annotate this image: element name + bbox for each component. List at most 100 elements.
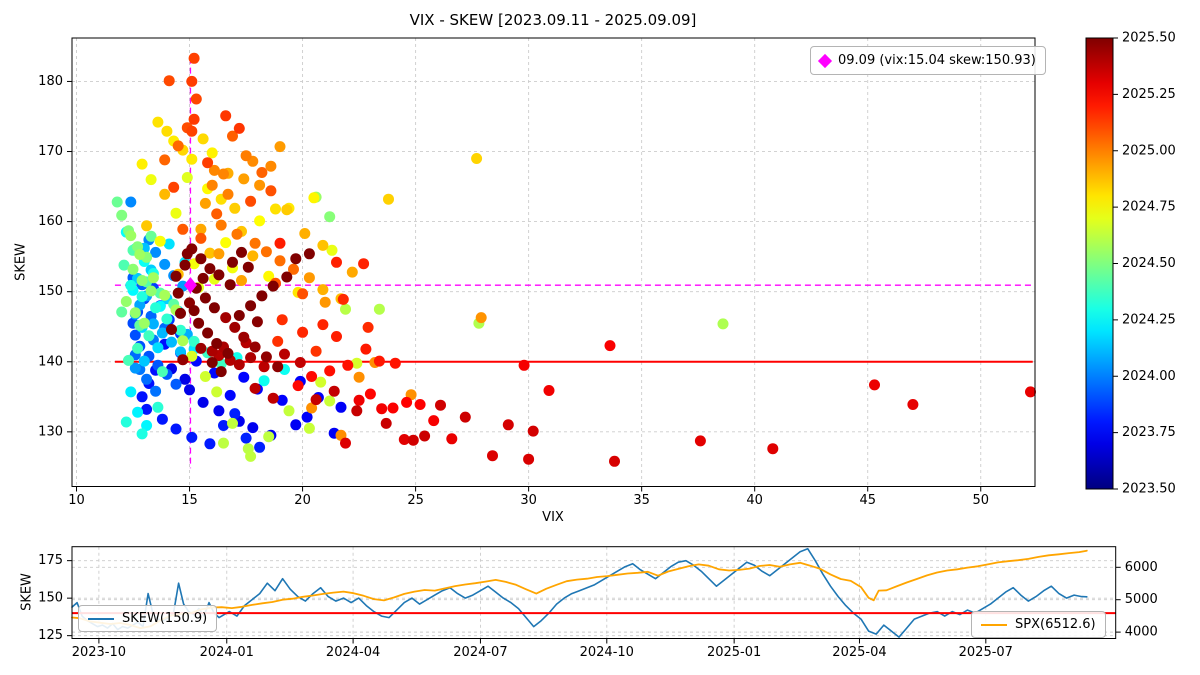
scatter-point	[116, 306, 128, 318]
scatter-point	[141, 373, 153, 385]
scatter-point	[346, 266, 358, 278]
scatter-point	[222, 347, 234, 359]
scatter-point	[254, 179, 266, 191]
scatter-point	[231, 228, 243, 240]
scatter-point	[181, 172, 193, 183]
scatter-point	[236, 275, 247, 286]
scatter-point	[245, 195, 257, 207]
scatter-point	[317, 284, 329, 296]
scatter-point	[136, 291, 148, 303]
scatter-point	[129, 329, 141, 341]
scatter-point	[152, 342, 164, 354]
scatter-point	[136, 275, 148, 286]
skew-line	[71, 547, 1088, 638]
scatter-point	[328, 385, 340, 397]
scatter-point	[188, 52, 200, 64]
scatter-point	[186, 75, 198, 87]
scatter-point	[129, 362, 141, 374]
scatter-point	[242, 261, 254, 273]
scatter-point	[141, 420, 153, 431]
scatter-point	[306, 371, 318, 382]
scatter-point	[303, 248, 315, 260]
scatter-point	[181, 248, 193, 260]
scatter-point	[389, 357, 401, 369]
scatter-point	[353, 394, 365, 406]
scatter-point	[294, 357, 306, 368]
scatter-point	[152, 401, 164, 413]
scatter-point	[281, 271, 293, 283]
scatter-point	[202, 327, 214, 339]
scatter-point	[123, 354, 134, 366]
scatter-point	[258, 375, 270, 387]
scatter-point	[383, 193, 394, 205]
scatter-point	[143, 330, 155, 342]
x-tick-label: 40	[746, 493, 763, 508]
scatter-point	[195, 223, 207, 235]
colorbar-tick-label: 2023.75	[1122, 425, 1176, 440]
scatter-point	[236, 246, 247, 258]
scatter-point	[281, 204, 293, 216]
scatter-point	[233, 310, 245, 321]
scatter-point	[150, 385, 162, 397]
scatter-point	[251, 316, 263, 328]
scatter-point	[249, 237, 261, 249]
scatter-point	[138, 355, 150, 367]
scatter-point	[398, 434, 410, 445]
scatter-point	[136, 158, 148, 170]
scatter-point	[186, 431, 198, 443]
scatter-point	[249, 382, 261, 394]
scatter-point	[224, 279, 236, 291]
scatter-point	[215, 219, 227, 231]
scatter-point	[227, 130, 238, 142]
scatter-point	[428, 415, 440, 427]
scatter-point	[767, 443, 779, 455]
x-tick-label: 45	[859, 493, 876, 508]
scatter-point	[324, 211, 336, 223]
scatter-point	[299, 228, 311, 239]
scatter-point	[342, 359, 354, 371]
colorbar-tick-label: 2024.00	[1122, 369, 1176, 384]
scatter-point	[254, 215, 266, 227]
scatter-point	[150, 246, 162, 258]
scatter-point	[197, 133, 209, 145]
scatter-point	[260, 351, 272, 363]
bottom-x-tick-label: 2023-10	[72, 645, 126, 660]
y-tick-label: 160	[38, 214, 63, 229]
bottom-x-tick-label: 2024-04	[326, 645, 380, 660]
scatter-point	[145, 230, 157, 242]
scatter-point	[353, 371, 365, 383]
scatter-point	[523, 453, 535, 465]
bottom-y-tick-label: 150	[38, 591, 63, 606]
scatter-point	[204, 263, 216, 275]
scatter-point	[177, 354, 189, 366]
scatter-point	[247, 250, 259, 262]
y-tick-label: 130	[38, 424, 63, 439]
scatter-point	[175, 324, 186, 336]
chart-title: VIX - SKEW [2023.09.11 - 2025.09.09]	[409, 11, 697, 29]
bottom-plot-border	[71, 546, 1117, 640]
scatter-point	[118, 259, 130, 271]
scatter-point	[127, 263, 139, 275]
scatter-point	[297, 326, 309, 338]
scatter-point	[419, 430, 431, 442]
bottom-x-tick-label: 2025-04	[832, 645, 886, 660]
scatter-point	[240, 432, 252, 444]
scatter-point	[218, 168, 229, 180]
scatter-point	[177, 335, 189, 347]
scatter-point	[315, 376, 327, 388]
scatter-point	[186, 350, 198, 362]
colorbar-tick-label: 2024.50	[1122, 256, 1176, 271]
scatter-point	[256, 167, 268, 178]
scatter-point	[340, 437, 351, 449]
scatter-point	[249, 341, 261, 353]
scatter-point	[154, 235, 166, 247]
scatter-point	[145, 285, 157, 297]
scatter-point	[401, 396, 413, 408]
scatter-point	[543, 385, 555, 396]
scatter-point	[310, 394, 322, 406]
scatter-point	[303, 272, 315, 284]
scatter-point	[238, 371, 250, 383]
scatter-point	[527, 425, 539, 437]
scatter-point	[229, 202, 241, 214]
